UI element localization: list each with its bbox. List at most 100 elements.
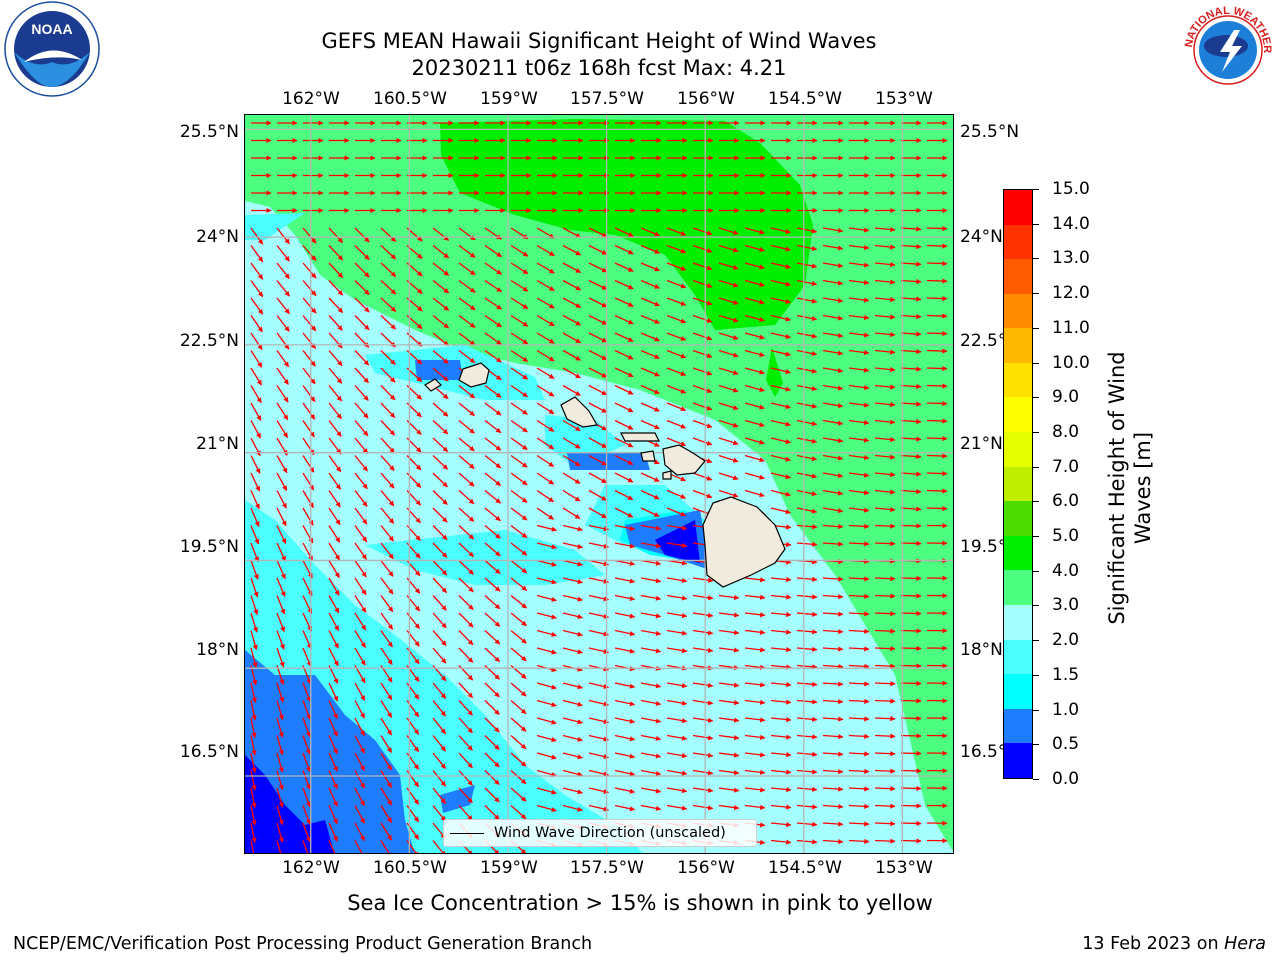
wave-direction-arrow <box>328 787 338 807</box>
wave-direction-arrow <box>666 332 687 341</box>
lon-tick-bottom: 162°W <box>282 858 340 878</box>
wave-direction-arrow <box>770 839 792 845</box>
wave-band-0.5-1 <box>440 785 475 813</box>
wave-direction-arrow <box>718 454 739 463</box>
wave-direction-arrow <box>796 611 818 617</box>
wave-direction-arrow <box>302 420 315 438</box>
wave-direction-arrow <box>926 435 948 442</box>
island-lanai <box>640 450 656 462</box>
wave-direction-arrow <box>848 821 870 827</box>
wave-direction-arrow <box>900 383 922 390</box>
wave-direction-arrow <box>588 437 608 449</box>
wave-direction-arrow <box>614 647 636 654</box>
wave-direction-arrow <box>848 279 870 286</box>
island-oahu <box>560 396 598 428</box>
wave-direction-arrow <box>822 523 844 530</box>
wave-direction-arrow <box>692 367 713 376</box>
wave-direction-arrow <box>666 734 688 741</box>
wave-direction-arrow <box>900 471 922 477</box>
wave-direction-arrow <box>510 787 527 802</box>
wave-direction-arrow <box>744 752 766 758</box>
wave-direction-arrow <box>510 577 528 591</box>
wave-direction-arrow <box>692 472 713 481</box>
wave-direction-arrow <box>354 542 368 560</box>
wave-direction-arrow <box>380 682 393 701</box>
wave-direction-arrow <box>770 244 791 252</box>
wave-direction-arrow <box>536 682 557 690</box>
wave-direction-arrow <box>458 349 476 364</box>
wave-direction-arrow <box>874 244 896 250</box>
wave-direction-arrow <box>276 822 284 843</box>
wave-direction-arrow <box>562 559 583 567</box>
wave-direction-arrow <box>250 315 263 333</box>
wave-direction-arrow <box>328 385 343 402</box>
wave-direction-arrow <box>510 805 527 820</box>
wave-direction-arrow <box>848 297 870 303</box>
wave-direction-arrow <box>328 227 344 244</box>
wave-direction-arrow <box>562 507 581 520</box>
wave-direction-arrow <box>380 437 395 454</box>
wave-direction-arrow <box>874 401 896 408</box>
svg-text:NOAA: NOAA <box>31 21 72 37</box>
wave-direction-arrow <box>666 262 687 271</box>
wave-direction-arrow <box>848 437 870 443</box>
wave-direction-arrow <box>770 314 791 322</box>
wave-direction-arrow <box>484 647 501 663</box>
wave-direction-arrow <box>744 384 765 393</box>
wave-direction-arrow <box>718 734 740 741</box>
colorbar-tick-label: 13.0 <box>1052 248 1090 269</box>
wave-direction-arrow <box>692 804 714 811</box>
wave-direction-arrow <box>588 734 609 742</box>
wave-direction-arrow <box>432 787 447 804</box>
wave-direction-arrow <box>562 734 583 742</box>
wave-direction-arrow <box>848 454 870 461</box>
wave-direction-arrow <box>666 279 687 289</box>
wave-direction-arrow <box>432 490 448 505</box>
wave-direction-arrow <box>770 786 792 793</box>
wave-direction-arrow <box>692 682 714 688</box>
wave-direction-arrow <box>380 420 396 436</box>
wave-direction-arrow <box>250 525 260 545</box>
colorbar-segment <box>1004 224 1032 260</box>
wave-direction-arrow <box>458 420 475 434</box>
wave-direction-arrow <box>354 805 365 824</box>
sea-ice-note: Sea Ice Concentration > 15% is shown in … <box>347 891 933 915</box>
colorbar-segment <box>1004 259 1032 294</box>
wave-direction-arrow <box>328 822 338 842</box>
wave-direction-arrow <box>510 349 529 363</box>
wave-direction-arrow <box>328 437 342 455</box>
wave-direction-arrow <box>380 280 397 295</box>
wave-direction-arrow <box>588 629 610 637</box>
wave-direction-arrow <box>744 769 766 775</box>
wave-direction-arrow <box>380 805 393 823</box>
colorbar-tick-label: 9.0 <box>1052 387 1080 408</box>
wave-direction-arrow <box>874 786 896 792</box>
colorbar-tick-mark <box>1033 466 1039 468</box>
wave-direction-arrow <box>744 244 765 252</box>
wave-direction-arrow <box>796 489 818 497</box>
colorbar-segment <box>1004 466 1032 502</box>
wave-direction-arrow <box>354 227 370 243</box>
wave-direction-arrow <box>354 700 366 719</box>
wave-direction-arrow <box>354 717 365 737</box>
wave-direction-arrow <box>380 752 393 771</box>
wave-direction-arrow <box>770 402 791 410</box>
colorbar-tick-mark <box>1033 536 1039 538</box>
lon-tick-top: 157.5°W <box>570 89 644 109</box>
wave-direction-arrow <box>432 700 447 717</box>
wave-direction-arrow <box>302 612 313 632</box>
wave-band-1.5-2 <box>365 530 605 585</box>
wave-direction-arrow <box>718 489 739 498</box>
wave-direction-arrow <box>822 768 844 775</box>
lon-tick-bottom: 154.5°W <box>768 858 842 878</box>
wave-direction-arrow <box>848 768 870 774</box>
wave-direction-arrow <box>848 681 870 687</box>
wave-direction-arrow <box>250 595 259 616</box>
wave-direction-arrow <box>432 647 447 664</box>
wave-direction-arrow <box>796 472 818 479</box>
wave-direction-arrow <box>692 594 714 601</box>
wave-direction-arrow <box>874 436 896 443</box>
wave-direction-arrow <box>250 752 257 774</box>
wave-direction-arrow <box>640 647 662 654</box>
wave-direction-arrow <box>718 279 739 288</box>
